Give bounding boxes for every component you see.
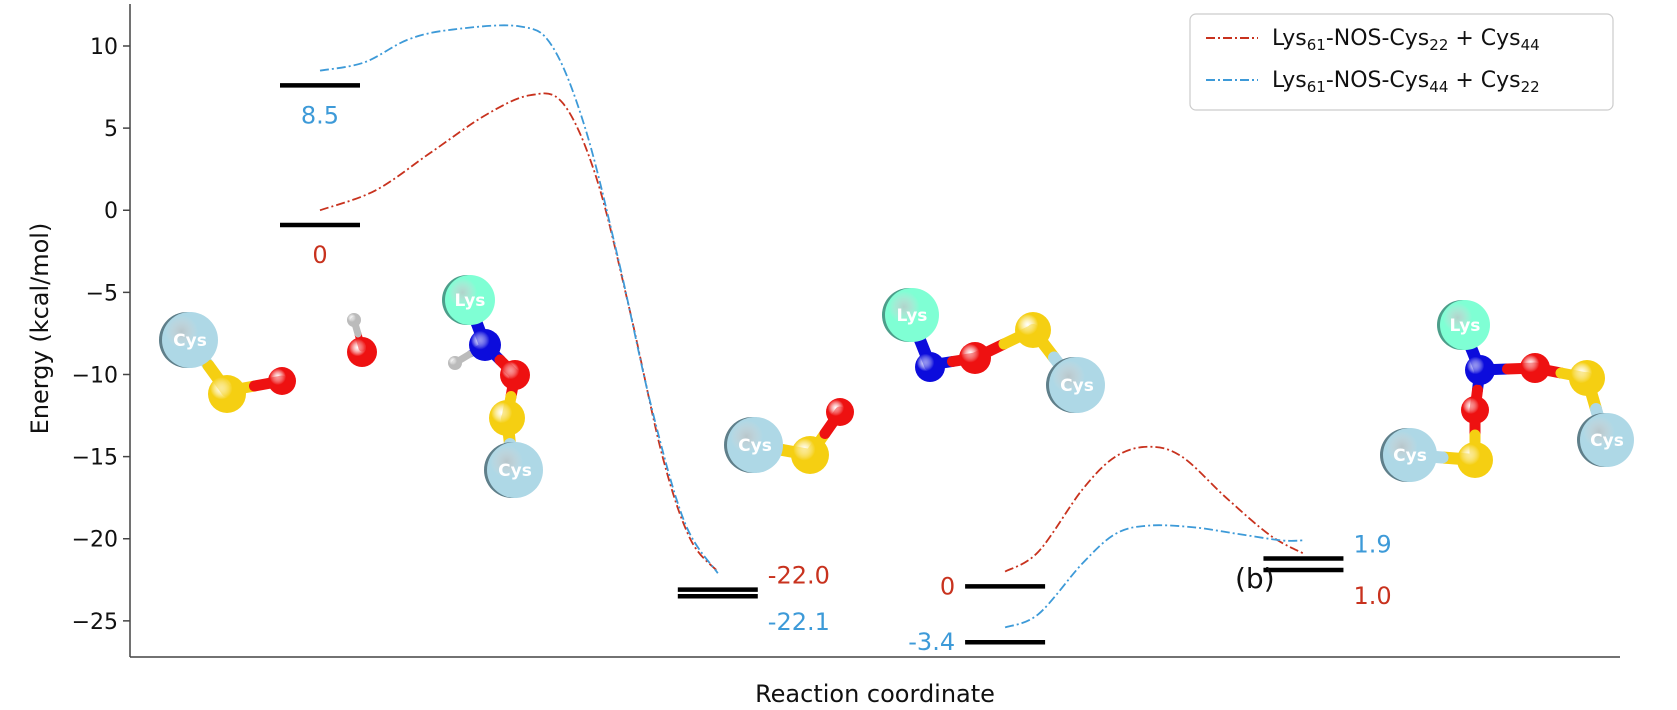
axes: 10 5 0 −5 −10 −15 −20 −25 Energy (kcal/mol) React… xyxy=(26,4,1620,708)
cys-group xyxy=(1383,428,1437,482)
hydrogen-atom xyxy=(347,313,361,327)
energy-level-label: -3.4 xyxy=(908,628,955,656)
hydrogen-atom xyxy=(448,356,462,370)
lys-group-label: Lys xyxy=(455,291,486,311)
oxygen-atom xyxy=(1461,396,1489,424)
energy-level-label: 1.9 xyxy=(1353,530,1391,558)
y-tick-label: −10 xyxy=(72,363,118,388)
cys-group xyxy=(1580,413,1634,467)
cys-group-label: Cys xyxy=(173,331,207,351)
energy-levels: 0 8.5 -22.0 -22.1 0 -3.4 1.9 1.0 xyxy=(280,83,1392,656)
sulfur-atom xyxy=(1457,442,1493,478)
sulfur-atom xyxy=(489,400,525,436)
oxygen-atom xyxy=(347,337,377,367)
y-tick-label: 10 xyxy=(90,35,118,60)
oxygen-atom xyxy=(1520,353,1550,383)
y-tick-label: 5 xyxy=(104,117,118,142)
legend-entry-label: Lys61-NOS-Cys22 + Cys44 xyxy=(1272,26,1540,54)
molecular-structures: Cys Lys Cys Cys Lys Cys Lys Cys Cys xyxy=(159,275,1634,498)
legend-entry-label: Lys61-NOS-Cys44 + Cys22 xyxy=(1272,68,1540,96)
panel-label: (b) xyxy=(1235,562,1275,595)
series-0-segment-1 xyxy=(1004,445,1304,573)
energy-level-label: 8.5 xyxy=(301,101,339,129)
cys-group-label: Cys xyxy=(1060,376,1094,396)
energy-level-label: 0 xyxy=(312,241,327,269)
series-1-segment-1 xyxy=(1004,524,1304,629)
nitrogen-atom xyxy=(469,329,501,361)
lys-group-label: Lys xyxy=(897,306,928,326)
series-0-segment-0 xyxy=(319,92,719,573)
oxygen-atom xyxy=(268,367,296,395)
x-axis-label: Reaction coordinate xyxy=(755,680,995,708)
lys-group-label: Lys xyxy=(1450,316,1481,336)
cys-group-label: Cys xyxy=(1393,446,1427,466)
oxygen-atom xyxy=(500,360,530,390)
cys-group-label: Cys xyxy=(498,461,532,481)
oxygen-atom xyxy=(826,398,854,426)
cys-group xyxy=(1049,357,1105,413)
legend: Lys61-NOS-Cys22 + Cys44 Lys61-NOS-Cys44 +… xyxy=(1189,13,1614,111)
y-tick-label: −25 xyxy=(72,610,118,635)
energy-level-label: 0 xyxy=(940,572,955,600)
sulfur-atom xyxy=(208,375,246,413)
energy-level-label: 1.0 xyxy=(1353,582,1391,610)
y-tick-label: −20 xyxy=(72,528,118,553)
lys-group xyxy=(1440,300,1490,350)
cys-group xyxy=(727,417,783,473)
cys-group xyxy=(162,312,218,368)
oxygen-atom xyxy=(959,342,991,374)
lys-group xyxy=(445,275,495,325)
cys-group xyxy=(487,442,543,498)
sulfur-atom xyxy=(1015,312,1051,348)
y-axis-label: Energy (kcal/mol) xyxy=(26,223,54,435)
cys-group-label: Cys xyxy=(1590,431,1624,451)
y-tick-label: 0 xyxy=(104,199,118,224)
sulfur-atom xyxy=(1569,360,1605,396)
energy-level-label: -22.1 xyxy=(768,608,830,636)
series-1-segment-0 xyxy=(319,24,719,574)
lys-group xyxy=(885,288,939,342)
energy-curves xyxy=(319,24,1304,629)
energy-level-label: -22.0 xyxy=(768,562,830,590)
nitrogen-atom xyxy=(1465,355,1495,385)
cys-group-label: Cys xyxy=(738,436,772,456)
y-tick-label: −5 xyxy=(86,281,118,306)
sulfur-atom xyxy=(791,436,829,474)
y-tick-label: −15 xyxy=(72,446,118,471)
nitrogen-atom xyxy=(915,352,945,382)
legend-box xyxy=(1189,13,1614,111)
